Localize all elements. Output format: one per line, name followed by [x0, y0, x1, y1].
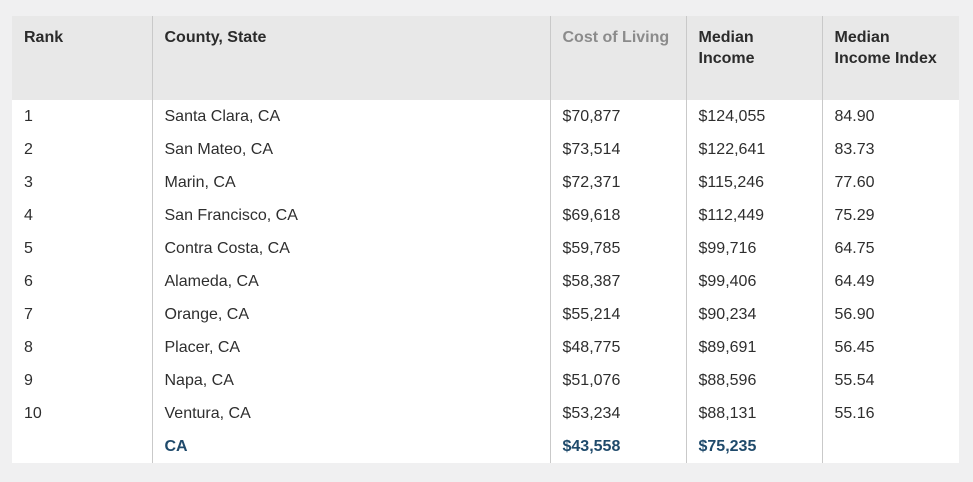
rank-cell: 6: [24, 272, 33, 290]
median-income-index-cell: 56.45: [821, 331, 959, 364]
total-cost-of-living-cell: $43,558: [549, 430, 686, 463]
county-cell: San Francisco, CA: [151, 199, 550, 232]
cost-of-living-cell: $69,618: [549, 199, 686, 232]
median-income-cell: $124,055: [685, 100, 822, 133]
county-cell: Napa, CA: [151, 364, 550, 397]
county-cell: Orange, CA: [151, 298, 550, 331]
header-county-state[interactable]: County, State: [151, 16, 550, 100]
median-income-index-cell: 83.73: [821, 133, 959, 166]
table-row: 6 Alameda, CA $58,387 $99,406 64.49: [12, 265, 959, 298]
cost-of-living-cell: $48,775: [549, 331, 686, 364]
median-income-cell: $99,716: [685, 232, 822, 265]
header-median-income-index-line2: Income Index: [834, 50, 937, 67]
rank-cell: 5: [24, 239, 33, 257]
county-cell: Santa Clara, CA: [151, 100, 550, 133]
county-cell: Contra Costa, CA: [151, 232, 550, 265]
rank-cell: 2: [24, 140, 33, 158]
median-income-cell: $90,234: [685, 298, 822, 331]
cost-of-living-cell: $58,387: [549, 265, 686, 298]
cost-of-living-cell: $53,234: [549, 397, 686, 430]
median-income-cell: $99,406: [685, 265, 822, 298]
total-state-cell: CA: [151, 430, 550, 463]
rank-cell: 9: [24, 371, 33, 389]
cost-of-living-cell: $72,371: [549, 166, 686, 199]
total-rank-cell: [12, 430, 152, 463]
total-median-income-index-cell: [821, 430, 959, 463]
county-income-table: Rank County, State Cost of Living Median…: [12, 16, 959, 463]
median-income-cell: $88,131: [685, 397, 822, 430]
total-median-income-cell: $75,235: [685, 430, 822, 463]
header-row: Rank County, State Cost of Living Median…: [12, 16, 959, 100]
median-income-cell: $88,596: [685, 364, 822, 397]
table-row: 2 San Mateo, CA $73,514 $122,641 83.73: [12, 133, 959, 166]
cost-of-living-cell: $70,877: [549, 100, 686, 133]
table-row: 8 Placer, CA $48,775 $89,691 56.45: [12, 331, 959, 364]
header-median-income-index-line1: Median: [834, 29, 890, 46]
county-cell: Placer, CA: [151, 331, 550, 364]
rank-cell: 7: [24, 305, 33, 323]
median-income-cell: $89,691: [685, 331, 822, 364]
data-table-container: Rank County, State Cost of Living Median…: [12, 16, 959, 463]
rank-cell: 8: [24, 338, 33, 356]
table-row: 10 Ventura, CA $53,234 $88,131 55.16: [12, 397, 959, 430]
table-row: 1 Santa Clara, CA $70,877 $124,055 84.90: [12, 100, 959, 133]
header-median-income-line1: Median: [698, 29, 754, 46]
header-cost-of-living[interactable]: Cost of Living: [549, 16, 686, 100]
median-income-index-cell: 55.16: [821, 397, 959, 430]
cost-of-living-cell: $59,785: [549, 232, 686, 265]
median-income-cell: $112,449: [685, 199, 822, 232]
median-income-index-cell: 55.54: [821, 364, 959, 397]
median-income-index-cell: 56.90: [821, 298, 959, 331]
rank-cell: 10: [24, 404, 42, 422]
cost-of-living-cell: $51,076: [549, 364, 686, 397]
median-income-index-cell: 77.60: [821, 166, 959, 199]
county-cell: Ventura, CA: [151, 397, 550, 430]
county-cell: Marin, CA: [151, 166, 550, 199]
header-median-income-index[interactable]: Median Income Index: [821, 16, 959, 100]
rank-cell: 3: [24, 173, 33, 191]
median-income-cell: $115,246: [685, 166, 822, 199]
median-income-index-cell: 64.75: [821, 232, 959, 265]
header-median-income[interactable]: Median Income: [685, 16, 822, 100]
cost-of-living-cell: $55,214: [549, 298, 686, 331]
total-row: CA $43,558 $75,235: [12, 430, 959, 463]
table-header: Rank County, State Cost of Living Median…: [12, 16, 959, 100]
table-row: 9 Napa, CA $51,076 $88,596 55.54: [12, 364, 959, 397]
median-income-index-cell: 64.49: [821, 265, 959, 298]
rank-cell: 4: [24, 206, 33, 224]
county-cell: Alameda, CA: [151, 265, 550, 298]
median-income-index-cell: 84.90: [821, 100, 959, 133]
header-rank[interactable]: Rank: [12, 16, 152, 100]
county-cell: San Mateo, CA: [151, 133, 550, 166]
table-row: 7 Orange, CA $55,214 $90,234 56.90: [12, 298, 959, 331]
table-body: 1 Santa Clara, CA $70,877 $124,055 84.90 2 San…: [12, 100, 959, 463]
table-row: 4 San Francisco, CA $69,618 $112,449 75.29: [12, 199, 959, 232]
cost-of-living-cell: $73,514: [549, 133, 686, 166]
table-row: 3 Marin, CA $72,371 $115,246 77.60: [12, 166, 959, 199]
header-median-income-line2: Income: [698, 50, 755, 67]
median-income-cell: $122,641: [685, 133, 822, 166]
table-row: 5 Contra Costa, CA $59,785 $99,716 64.75: [12, 232, 959, 265]
median-income-index-cell: 75.29: [821, 199, 959, 232]
rank-cell: 1: [24, 107, 33, 125]
